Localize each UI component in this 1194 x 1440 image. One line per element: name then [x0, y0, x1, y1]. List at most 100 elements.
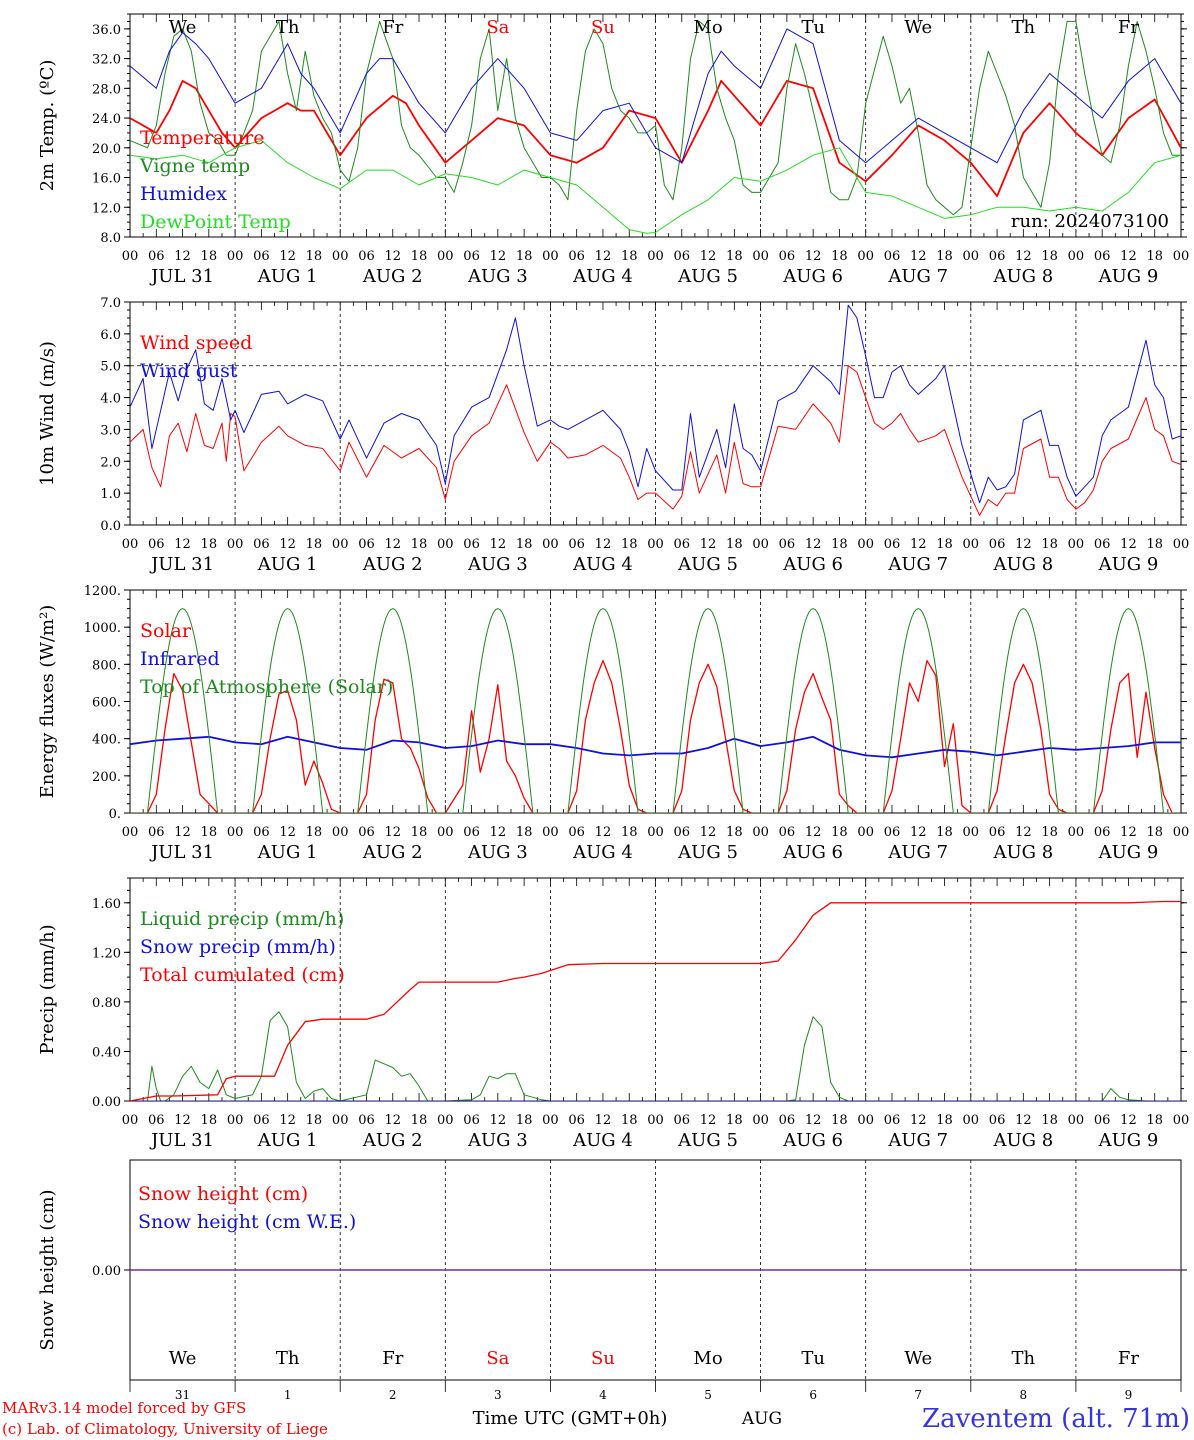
hour-tick-label: 00 [332, 1113, 349, 1128]
hour-tick-label: 18 [621, 825, 638, 840]
day-number-label: 5 [704, 1388, 712, 1402]
hour-tick-label: 18 [411, 1113, 428, 1128]
hour-tick-label: 18 [621, 1113, 638, 1128]
x-axis-energy: 00 06 12 18 00 06 12 18 00 06 12 18 00 06 12 18 00 06 12 18… [122, 825, 1190, 863]
date-label: AUG 1 [257, 266, 318, 287]
series-humidex [130, 28, 1181, 164]
hour-tick-label: 06 [358, 537, 375, 552]
weekday-label: Th [1012, 1348, 1036, 1369]
legend-entry: Liquid precip (mm/h) [140, 908, 344, 930]
date-label: AUG 3 [467, 842, 528, 863]
hour-tick-label: 18 [201, 1113, 218, 1128]
y-tick-label: 200. [92, 770, 121, 785]
hour-tick-label: 06 [884, 825, 901, 840]
weekday-label: Fr [1118, 17, 1139, 38]
series-vigne-temp [130, 20, 1181, 216]
series-group [130, 20, 1181, 234]
hour-tick-label: 00 [1068, 1113, 1085, 1128]
hour-tick-label: 18 [1041, 249, 1058, 264]
y-tick-label: 16.0 [92, 172, 121, 187]
hour-tick-label: 06 [148, 249, 165, 264]
weekday-label: Th [1012, 17, 1036, 38]
legend-entry: Wind speed [140, 332, 252, 354]
x-axis-wind: 00 06 12 18 00 06 12 18 00 06 12 18 00 06 12 18 00 06 12 18… [122, 537, 1190, 575]
y-axis-label: Energy fluxes (W/m²) [37, 605, 58, 799]
hour-tick-label: 06 [779, 825, 796, 840]
date-label: AUG 3 [467, 554, 528, 575]
date-label: AUG 4 [572, 266, 633, 287]
hour-tick-label: 18 [1041, 825, 1058, 840]
hour-tick-label: 18 [306, 537, 323, 552]
y-tick-label: 0.80 [92, 996, 121, 1011]
y-tick-label: 7.0 [100, 296, 121, 311]
hour-tick-label: 00 [122, 825, 139, 840]
hour-tick-label: 00 [752, 249, 769, 264]
hour-tick-label: 00 [542, 537, 559, 552]
panel-wind: 0.0 1.0 2.0 3.0 4.0 5.0 6.0 7.0 10m Wind (m/s) Wi… [37, 296, 1189, 575]
hour-tick-label: 12 [174, 249, 191, 264]
hour-tick-label: 18 [306, 249, 323, 264]
hour-tick-label: 18 [726, 537, 743, 552]
weekday-label: Su [591, 17, 615, 38]
hour-tick-label: 06 [463, 1113, 480, 1128]
y-tick-label: 32.0 [92, 53, 121, 68]
hour-tick-label: 00 [332, 249, 349, 264]
hour-tick-label: 06 [568, 825, 585, 840]
hour-tick-label: 12 [595, 249, 612, 264]
y-axis-label: Precip (mm/h) [37, 924, 58, 1054]
legend-precip: Liquid precip (mm/h) Snow precip (mm/h) To… [140, 908, 345, 986]
legend-entry: Humidex [140, 183, 227, 205]
legend-entry: DewPoint Temp [140, 211, 291, 233]
hour-tick-label: 06 [674, 825, 691, 840]
legend-wind: Wind speed Wind gust [140, 332, 252, 382]
date-label: AUG 8 [992, 266, 1053, 287]
x-axis-precip: 00 06 12 18 00 06 12 18 00 06 12 18 00 06 12 18 00 06 12 18… [122, 1113, 1190, 1151]
hour-tick-label: 06 [148, 1113, 165, 1128]
date-label: AUG 7 [887, 842, 948, 863]
legend-entry: Snow height (cm) [138, 1183, 308, 1205]
legend-temperature: Temperature Vigne temp Humidex DewPoint Tem… [139, 127, 291, 233]
series-temperature [130, 80, 1181, 198]
day-number-label: 8 [1020, 1388, 1028, 1402]
hour-tick-label: 18 [936, 825, 953, 840]
hour-tick-label: 06 [568, 249, 585, 264]
hour-tick-label: 12 [805, 1113, 822, 1128]
series-infrared [130, 735, 1181, 759]
hour-tick-label: 00 [963, 1113, 980, 1128]
hour-tick-label: 00 [332, 825, 349, 840]
y-axis-label: 10m Wind (m/s) [37, 341, 58, 486]
hour-tick-label: 12 [1120, 249, 1137, 264]
date-label: AUG 5 [677, 1130, 738, 1151]
hour-tick-label: 06 [358, 249, 375, 264]
y-tick-label: 1.20 [92, 946, 121, 961]
legend-entry: Solar [140, 620, 192, 642]
y-axis-label: Snow height (cm) [37, 1189, 58, 1350]
hour-tick-label: 00 [752, 1113, 769, 1128]
hour-tick-label: 00 [857, 537, 874, 552]
date-label: JUL 31 [149, 266, 214, 287]
hour-tick-label: 12 [174, 1113, 191, 1128]
hour-tick-label: 12 [910, 825, 927, 840]
hour-tick-label: 18 [1146, 249, 1163, 264]
series-group [130, 900, 1181, 1101]
hour-tick-label: 00 [1068, 825, 1085, 840]
hour-tick-label: 18 [831, 825, 848, 840]
hour-tick-label: 12 [1120, 537, 1137, 552]
y-tick-label: 0.40 [92, 1045, 121, 1060]
date-label: AUG 7 [887, 554, 948, 575]
day-number-label: 7 [914, 1388, 922, 1402]
hour-tick-label: 06 [148, 537, 165, 552]
y-axis-energy: 0. 200. 400. 600. 800. 1000. 1200. [84, 584, 1187, 822]
date-label: AUG 3 [467, 1130, 528, 1151]
hour-tick-label: 06 [253, 249, 270, 264]
hour-tick-label: 00 [963, 825, 980, 840]
date-label: AUG 5 [677, 554, 738, 575]
hour-tick-label: 12 [384, 537, 401, 552]
weekday-label: Mo [693, 17, 722, 38]
hour-tick-label: 18 [201, 249, 218, 264]
month-label: AUG [741, 1409, 782, 1429]
hour-tick-label: 06 [989, 249, 1006, 264]
panel-precip: 0.00 0.40 0.80 1.20 1.60 Precip (mm/h) Liquid … [37, 877, 1190, 1151]
day-number-label: 4 [599, 1388, 607, 1402]
